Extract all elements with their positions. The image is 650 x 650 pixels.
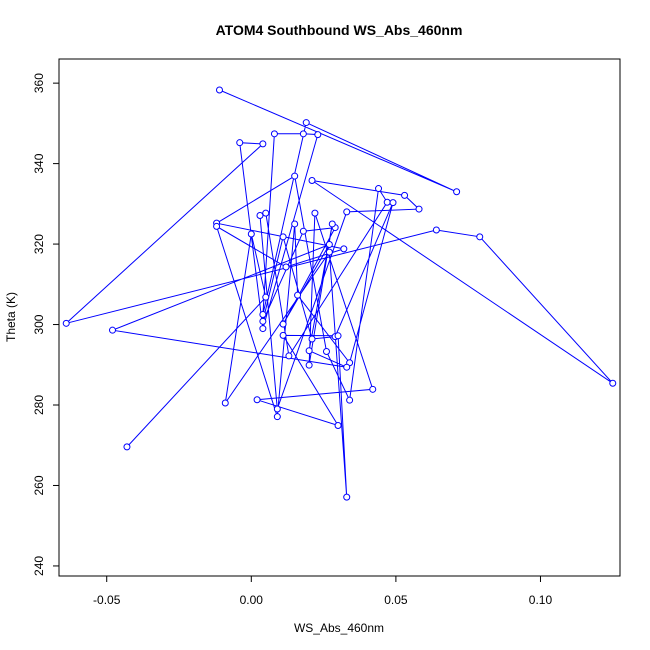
data-point bbox=[262, 209, 270, 217]
data-point bbox=[221, 399, 229, 407]
data-point bbox=[415, 205, 423, 213]
data-point bbox=[259, 325, 267, 333]
data-point bbox=[325, 248, 333, 256]
x-tick-label: -0.05 bbox=[93, 593, 121, 607]
data-point bbox=[375, 185, 383, 193]
data-point bbox=[236, 139, 244, 147]
data-point bbox=[259, 317, 267, 325]
data-point bbox=[247, 230, 255, 238]
data-point bbox=[328, 220, 336, 228]
data-point bbox=[305, 347, 313, 355]
data-point bbox=[343, 363, 351, 371]
data-point bbox=[273, 413, 281, 421]
data-point bbox=[108, 326, 116, 334]
data-point bbox=[340, 245, 348, 253]
data-point bbox=[322, 347, 330, 355]
data-point bbox=[259, 140, 267, 148]
data-point bbox=[213, 222, 221, 230]
data-point bbox=[270, 130, 278, 138]
data-point bbox=[259, 310, 267, 318]
data-point bbox=[476, 233, 484, 241]
data-point bbox=[311, 209, 319, 217]
data-point bbox=[123, 443, 131, 451]
data-point bbox=[253, 396, 261, 404]
plot-frame bbox=[58, 58, 621, 577]
data-point bbox=[299, 130, 307, 138]
data-point bbox=[343, 493, 351, 501]
data-point bbox=[369, 385, 377, 393]
data-point bbox=[299, 227, 307, 235]
y-axis-label: Theta (K) bbox=[4, 292, 18, 342]
data-point bbox=[346, 396, 354, 404]
data-point bbox=[308, 335, 316, 343]
y-tick-label: 260 bbox=[32, 475, 46, 495]
data-point bbox=[432, 226, 440, 234]
data-point bbox=[215, 86, 223, 94]
y-tick-label: 280 bbox=[32, 395, 46, 415]
data-point bbox=[305, 361, 313, 369]
data-point bbox=[334, 332, 342, 340]
data-point bbox=[389, 199, 397, 207]
x-tick-label: 0.10 bbox=[529, 593, 553, 607]
x-axis: -0.05 0.00 0.05 0.10 bbox=[93, 576, 552, 607]
y-axis: 240 260 280 300 320 340 360 bbox=[32, 73, 59, 576]
y-tick-label: 320 bbox=[32, 234, 46, 254]
y-tick-label: 240 bbox=[32, 556, 46, 576]
chart-title: ATOM4 Southbound WS_Abs_460nm bbox=[216, 22, 463, 38]
x-tick-label: 0.05 bbox=[384, 593, 408, 607]
data-point bbox=[285, 352, 293, 360]
data-point bbox=[279, 320, 287, 328]
data-point bbox=[383, 198, 391, 206]
data-point bbox=[343, 208, 351, 216]
data-point bbox=[401, 191, 409, 199]
y-tick-label: 340 bbox=[32, 153, 46, 173]
data-point bbox=[334, 422, 342, 430]
y-tick-label: 300 bbox=[32, 314, 46, 334]
data-point bbox=[325, 240, 333, 248]
data-point bbox=[256, 212, 264, 220]
data-point bbox=[262, 293, 270, 301]
data-point bbox=[273, 405, 281, 413]
data-points bbox=[62, 86, 617, 501]
y-tick-label: 360 bbox=[32, 73, 46, 93]
data-point bbox=[314, 131, 322, 139]
data-point bbox=[279, 233, 287, 241]
data-point bbox=[453, 188, 461, 196]
data-point bbox=[291, 172, 299, 180]
series-line bbox=[65, 89, 614, 498]
data-point bbox=[282, 263, 290, 271]
data-point bbox=[294, 291, 302, 299]
data-point bbox=[302, 119, 310, 127]
data-point bbox=[62, 319, 70, 327]
data-point bbox=[279, 331, 287, 339]
x-tick-label: 0.00 bbox=[240, 593, 264, 607]
data-point bbox=[291, 220, 299, 228]
data-point bbox=[609, 379, 617, 387]
data-point bbox=[308, 177, 316, 185]
x-axis-label: WS_Abs_460nm bbox=[294, 621, 384, 635]
